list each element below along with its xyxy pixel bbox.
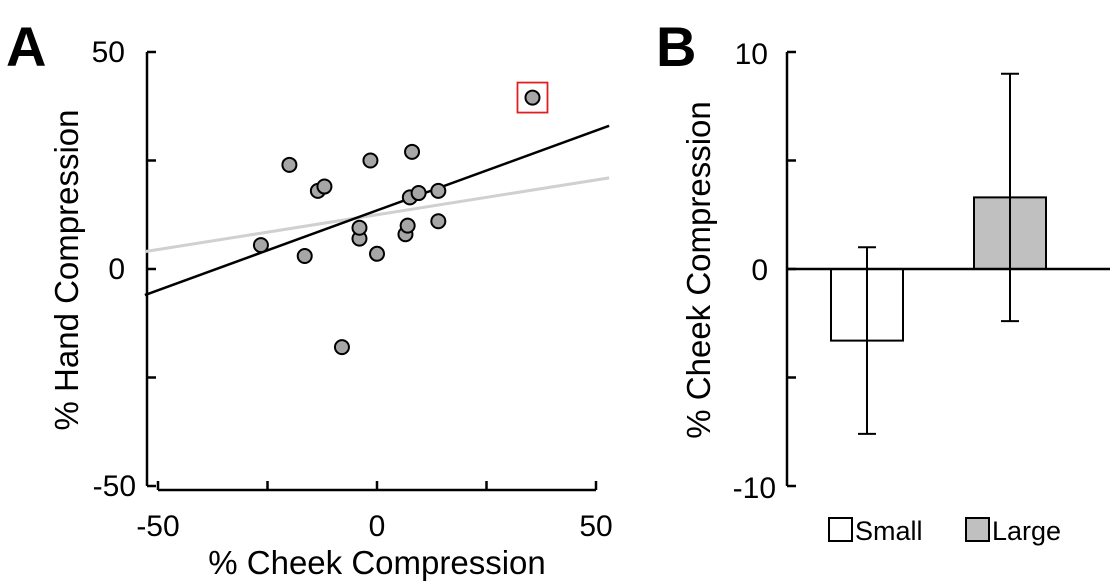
scatter-x-axis-label: % Cheek Compression bbox=[208, 544, 545, 581]
scatter-point bbox=[351, 219, 368, 236]
scatter-x-tick-label-minus-50: -50 bbox=[136, 510, 179, 543]
scatter-ticks bbox=[147, 50, 598, 490]
legend-swatch-small bbox=[828, 517, 853, 542]
scatter-point bbox=[430, 213, 447, 230]
scatter-panel: A 50 0 -50 -50 0 50 % Cheek Compression … bbox=[6, 15, 613, 581]
legend-label-small: Small bbox=[855, 516, 923, 546]
panel-letter-b: B bbox=[656, 15, 696, 78]
legend-label-large: Large bbox=[992, 516, 1061, 546]
scatter-point bbox=[410, 185, 427, 202]
bar-y-axis-label: % Cheek Compression bbox=[680, 101, 717, 438]
scatter-fit-lines bbox=[144, 124, 610, 297]
bar-panel: B 10 0 -10 % Cheek Compression Small Lar… bbox=[656, 15, 1110, 546]
scatter-point bbox=[524, 89, 541, 106]
scatter-y-tick-label-minus-50: -50 bbox=[93, 470, 136, 503]
scatter-point bbox=[399, 217, 416, 234]
highlight-box bbox=[516, 81, 549, 114]
scatter-y-axis-label: % Hand Compression bbox=[48, 110, 85, 431]
scatter-point bbox=[252, 237, 269, 254]
scatter-y-tick-label-0: 0 bbox=[108, 253, 125, 286]
scatter-point bbox=[316, 178, 333, 195]
scatter-points bbox=[252, 81, 549, 356]
scatter-point bbox=[404, 143, 421, 160]
scatter-point bbox=[333, 339, 350, 356]
error-bar-large bbox=[1001, 72, 1019, 323]
scatter-point bbox=[362, 152, 379, 169]
panel-letter-a: A bbox=[6, 15, 46, 78]
bar-y-tick-label-0: 0 bbox=[751, 254, 768, 287]
scatter-x-tick-label-0: 0 bbox=[369, 510, 386, 543]
bar-y-tick-label-minus-10: -10 bbox=[733, 472, 776, 505]
scatter-x-tick-label-50: 50 bbox=[579, 510, 612, 543]
bar-y-tick-label-10: 10 bbox=[735, 38, 768, 71]
reference-line bbox=[144, 176, 610, 254]
scatter-y-tick-label-50: 50 bbox=[92, 36, 125, 69]
bar-marks bbox=[830, 72, 1047, 435]
error-bar-small bbox=[858, 246, 876, 435]
scatter-point bbox=[296, 247, 313, 264]
scatter-point bbox=[369, 245, 385, 262]
scatter-point bbox=[281, 156, 298, 173]
scatter-point bbox=[430, 182, 447, 199]
legend-swatch-large bbox=[965, 517, 990, 542]
regression-line bbox=[144, 124, 610, 297]
bar-legend: Small Large bbox=[828, 516, 1061, 546]
